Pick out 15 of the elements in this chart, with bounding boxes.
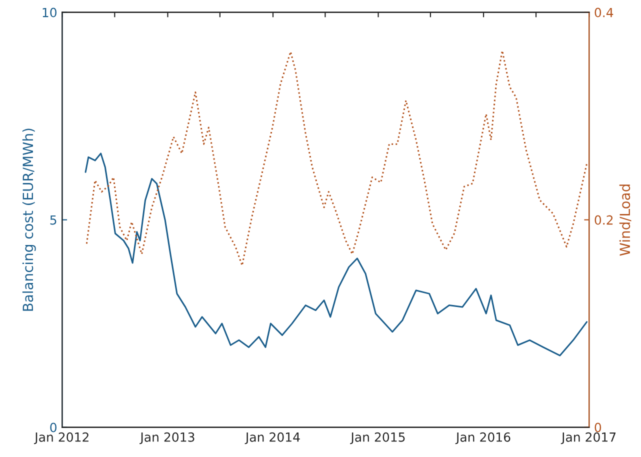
y2-tick-label: 0 [594,422,602,432]
x-tick-label: Jan 2016 [455,432,510,444]
y2-tick-label: 0.2 [594,215,613,225]
x-tick-label: Jan 2014 [244,432,300,444]
x-tick-label: Jan 2015 [350,432,405,444]
y2-axis-title: Wind/Load [619,184,632,256]
y-tick-label: 0 [50,422,56,432]
y-tick-label: 10 [42,8,56,18]
x-tick-label: Jan 2013 [140,432,194,444]
y-axis-title: Balancing cost (EUR/MWh) [22,128,36,311]
y-tick-label: 5 [50,215,56,225]
x-tick-label: Jan 2012 [34,432,88,444]
y2-tick-label: 0.4 [594,8,614,18]
x-tick-label: Jan 2017 [560,432,616,444]
line-series [84,152,588,356]
